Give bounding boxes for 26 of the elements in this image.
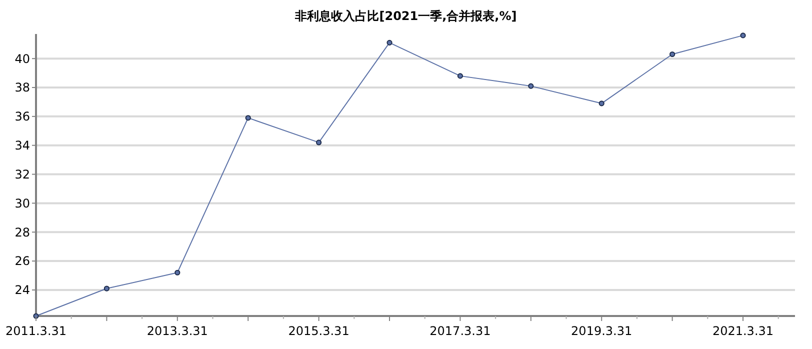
y-tick-label: 40 [14, 52, 30, 66]
x-tick-label: 2021.3.31 [712, 324, 774, 338]
y-tick-label: 32 [14, 167, 30, 182]
point [740, 32, 746, 38]
point [174, 270, 180, 276]
point [598, 100, 604, 106]
point [528, 83, 534, 89]
chart-title: 非利息收入占比[2021一季,合并报表,%] [294, 9, 517, 23]
y-tick-label: 26 [14, 254, 30, 268]
point [670, 51, 676, 58]
y-tick-label: 24 [14, 283, 30, 298]
x-tick-label: 2013.3.31 [146, 324, 208, 338]
x-tick-label: 2015.3.31 [288, 324, 350, 338]
y-tick-label: 36 [14, 110, 30, 124]
y-tick-label: 34 [14, 138, 30, 153]
point [104, 286, 110, 292]
y-tick-label: 38 [14, 80, 30, 95]
y-tick-label: 30 [14, 196, 30, 210]
x-tick-label: 2019.3.31 [571, 324, 632, 338]
point [316, 140, 322, 146]
x-tick-label: 2011.3.31 [5, 324, 67, 338]
point [457, 73, 463, 79]
x-tick-label: 2017.3.31 [430, 324, 491, 338]
y-tick-label: 28 [14, 225, 30, 240]
point [386, 40, 392, 46]
point [245, 115, 251, 121]
